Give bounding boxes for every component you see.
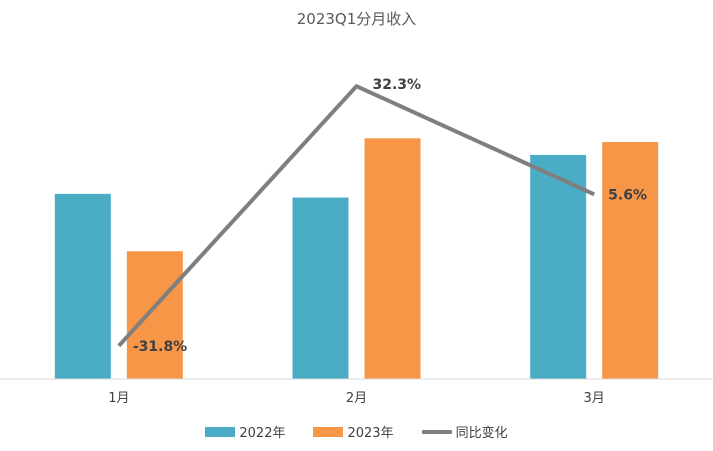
- legend-item-yoy: 同比变化: [421, 422, 508, 441]
- bar-2022-2: [292, 197, 349, 379]
- line-yoy: [117, 84, 595, 348]
- data-label-yoy-3: 5.6%: [608, 187, 647, 203]
- x-tick-label-1: 1月: [108, 391, 129, 406]
- legend-label-yoy: 同比变化: [455, 426, 508, 441]
- legend-swatch-2022: [205, 426, 236, 437]
- bar-2022-1: [54, 193, 111, 379]
- legend-swatch-2023: [313, 426, 344, 437]
- x-tick-label-3: 3月: [584, 391, 605, 406]
- bar-2022-3: [530, 154, 587, 379]
- bars-layer: [54, 138, 659, 379]
- legend-swatch-yoy: [421, 429, 452, 434]
- line-layer: [117, 84, 595, 348]
- legend-item-2022: 2022年: [205, 422, 285, 441]
- legend-item-2023: 2023年: [313, 422, 394, 441]
- tick-layer: 1月 2月 3月: [108, 391, 605, 406]
- legend: 2022年 2023年 同比变化: [0, 422, 713, 441]
- data-label-yoy-2: 32.3%: [373, 77, 422, 93]
- label-layer: -31.8% 32.3% 5.6%: [133, 77, 647, 355]
- legend-label-2022: 2022年: [239, 426, 286, 441]
- bar-2023-2: [364, 138, 421, 379]
- data-label-yoy-1: -31.8%: [133, 339, 187, 355]
- bar-2023-1: [126, 251, 183, 379]
- chart-title: 2023Q1分月收入: [296, 10, 417, 28]
- x-tick-label-2: 2月: [346, 391, 367, 406]
- bar-2023-3: [602, 142, 659, 379]
- legend-label-2023: 2023年: [347, 426, 394, 441]
